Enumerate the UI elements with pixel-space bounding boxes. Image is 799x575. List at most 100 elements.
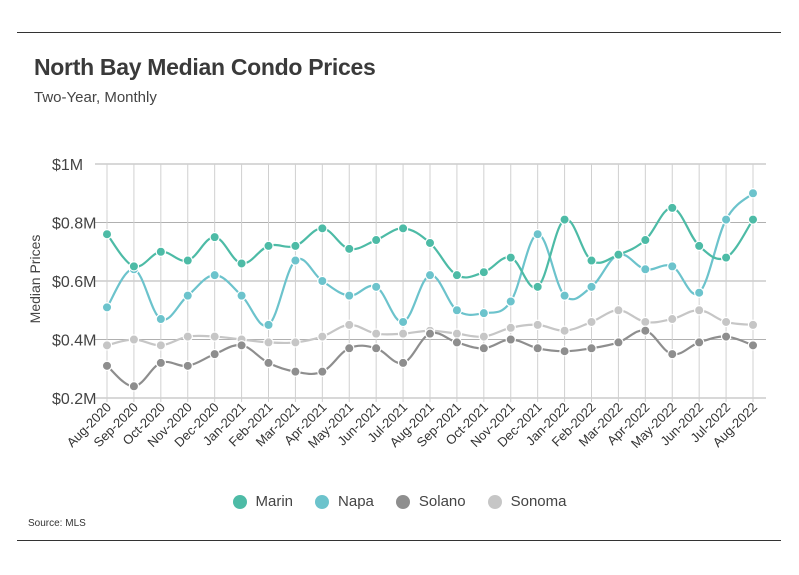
- data-point-napa: [236, 290, 247, 301]
- data-point-sonoma: [532, 319, 543, 331]
- source-note: Source: MLS: [28, 518, 86, 529]
- data-point-sonoma: [317, 331, 328, 342]
- data-point-marin: [397, 223, 409, 234]
- data-point-marin: [424, 237, 436, 249]
- data-point-napa: [532, 228, 543, 240]
- data-point-napa: [263, 319, 274, 331]
- data-point-marin: [209, 231, 220, 243]
- data-point-napa: [155, 313, 167, 325]
- data-point-sonoma: [263, 337, 274, 348]
- data-point-marin: [236, 258, 247, 269]
- data-point-solano: [693, 337, 705, 348]
- series-layer: [101, 188, 759, 392]
- data-point-marin: [290, 240, 301, 252]
- data-point-sonoma: [586, 316, 597, 328]
- data-point-marin: [344, 243, 355, 255]
- data-point-solano: [397, 357, 409, 369]
- data-point-sonoma: [182, 331, 193, 342]
- data-point-sonoma: [505, 322, 516, 333]
- data-point-napa: [101, 302, 113, 313]
- data-point-sonoma: [344, 319, 355, 331]
- data-point-solano: [667, 348, 678, 360]
- legend-swatch: [232, 494, 247, 509]
- series-solano: [101, 325, 759, 392]
- data-point-sonoma: [101, 340, 113, 351]
- data-point-napa: [478, 307, 490, 319]
- data-point-napa: [640, 264, 651, 275]
- data-point-sonoma: [640, 316, 651, 328]
- data-point-marin: [451, 269, 463, 281]
- data-point-solano: [155, 357, 167, 369]
- data-point-solano: [424, 328, 436, 339]
- data-point-solano: [370, 343, 382, 354]
- data-point-sonoma: [370, 328, 382, 339]
- y-tick-label: $0.6M: [52, 274, 96, 291]
- y-tick-label: $0.8M: [52, 216, 96, 233]
- data-point-solano: [451, 337, 463, 348]
- data-point-marin: [128, 261, 140, 272]
- data-point-sonoma: [559, 325, 570, 336]
- data-point-solano: [640, 325, 651, 336]
- data-point-sonoma: [290, 337, 301, 348]
- y-tick-label: $1M: [52, 157, 83, 174]
- legend-label: Sonoma: [510, 493, 567, 510]
- data-point-marin: [720, 252, 732, 263]
- data-point-marin: [613, 249, 624, 260]
- data-point-marin: [370, 234, 382, 246]
- top-rule: [17, 32, 781, 33]
- data-point-napa: [290, 255, 301, 266]
- chart-subtitle: Two-Year, Monthly: [34, 89, 157, 106]
- data-point-napa: [693, 287, 705, 298]
- x-tick-labels: Aug-2020Sep-2020Oct-2020Nov-2020Dec-2020…: [64, 400, 760, 451]
- y-tick-label: $0.4M: [52, 333, 96, 350]
- data-point-marin: [667, 202, 678, 214]
- y-tick-label: $0.2M: [52, 391, 96, 408]
- data-point-napa: [344, 290, 355, 301]
- data-point-solano: [478, 343, 490, 354]
- data-point-solano: [344, 343, 355, 354]
- data-point-marin: [559, 214, 570, 225]
- data-point-napa: [424, 269, 436, 281]
- data-point-sonoma: [128, 334, 140, 345]
- data-point-sonoma: [667, 313, 678, 325]
- data-point-napa: [586, 281, 597, 293]
- data-point-napa: [667, 261, 678, 272]
- legend: Marin Napa Solano Sonoma: [0, 493, 799, 510]
- data-point-marin: [640, 234, 651, 246]
- data-point-marin: [693, 240, 705, 252]
- data-point-sonoma: [451, 328, 463, 339]
- series-marin: [101, 202, 759, 293]
- data-point-napa: [370, 281, 382, 293]
- legend-item-solano: Solano: [395, 493, 466, 510]
- data-point-solano: [209, 348, 220, 360]
- legend-swatch: [395, 494, 410, 509]
- legend-label: Marin: [255, 493, 294, 510]
- data-point-marin: [317, 223, 328, 234]
- data-point-solano: [317, 366, 328, 377]
- grid-lines: [95, 163, 766, 402]
- data-point-napa: [720, 214, 732, 225]
- data-point-solano: [182, 360, 193, 372]
- chart-title: North Bay Median Condo Prices: [34, 54, 376, 80]
- data-point-napa: [559, 290, 570, 301]
- data-point-marin: [586, 255, 597, 266]
- data-point-solano: [263, 357, 274, 369]
- data-point-sonoma: [397, 328, 409, 339]
- data-point-napa: [747, 188, 759, 199]
- data-point-solano: [747, 340, 759, 351]
- data-point-marin: [101, 228, 113, 240]
- data-point-solano: [101, 360, 113, 372]
- data-point-marin: [505, 252, 516, 263]
- data-point-napa: [397, 316, 409, 328]
- data-point-napa: [209, 269, 220, 281]
- data-point-marin: [478, 267, 490, 278]
- bottom-rule: [17, 540, 781, 541]
- data-point-solano: [586, 343, 597, 354]
- data-point-napa: [505, 296, 516, 307]
- data-point-solano: [236, 340, 247, 351]
- data-point-solano: [290, 366, 301, 377]
- data-point-solano: [532, 343, 543, 354]
- data-point-napa: [182, 290, 193, 301]
- data-point-solano: [505, 334, 516, 345]
